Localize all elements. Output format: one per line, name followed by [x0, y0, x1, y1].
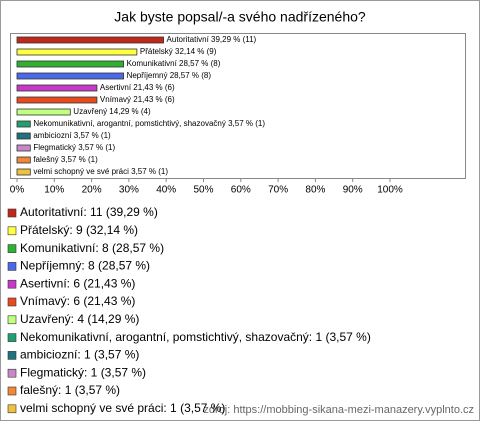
legend-swatch	[7, 386, 17, 396]
x-tick-label: 80%	[305, 185, 325, 196]
legend-swatch	[7, 279, 17, 289]
x-tick-label: 30%	[119, 185, 139, 196]
x-tick-label: 20%	[82, 185, 102, 196]
legend-label: Přátelský: 9 (32,14 %)	[20, 223, 138, 237]
legend-swatch	[7, 297, 17, 307]
bar	[16, 72, 124, 80]
bar	[16, 96, 98, 104]
bar	[16, 156, 31, 164]
value-label: Nepříjemný 28,57 % (8)	[127, 71, 212, 80]
bar	[16, 60, 124, 68]
value-label: Vnímavý 21,43 % (6)	[100, 95, 175, 104]
bar	[16, 108, 71, 116]
legend-label: Flegmatický: 1 (3,57 %)	[20, 365, 146, 379]
legend-label: Nekomunikativní, arogantní, pomstichtivý…	[20, 330, 371, 344]
bar	[16, 48, 138, 56]
legend-swatch	[7, 208, 17, 218]
source: zdroj: https://mobbing-sikana-mezi-manaz…	[203, 404, 474, 416]
legend-label: Autoritativní: 11 (39,29 %)	[20, 205, 158, 219]
value-label: velmi schopný ve své práci 3,57 % (1)	[33, 167, 168, 176]
legend-label: Asertivní: 6 (21,43 %)	[20, 276, 135, 290]
legend-label: ambiciozní: 1 (3,57 %)	[20, 348, 139, 362]
legend-swatch	[7, 315, 17, 325]
value-label: Přátelský 32,14 % (9)	[140, 47, 217, 56]
bar	[16, 84, 98, 92]
legend-swatch	[7, 244, 17, 253]
x-tick-label: 0%	[10, 185, 25, 196]
legend-swatch	[7, 404, 17, 414]
legend-swatch	[7, 226, 17, 236]
legend-label: Vnímavý: 6 (21,43 %)	[20, 294, 135, 308]
value-label: Komunikativní 28,57 % (8)	[127, 59, 221, 68]
bar	[16, 36, 164, 44]
x-tick-label: 10%	[44, 185, 64, 196]
legend-label: Uzavřený: 4 (14,29 %)	[20, 312, 139, 326]
legend-label: velmi schopný ve své práci: 1 (3,57 %)	[20, 401, 225, 415]
bar	[16, 168, 31, 176]
value-label: Flegmatický 3,57 % (1)	[33, 143, 115, 152]
chart-title: Jak byste popsal/-a svého nadřízeného?	[114, 9, 366, 25]
x-tick-label: 40%	[156, 185, 176, 196]
bar	[16, 120, 31, 128]
value-label: Nekomunikativní, arogantní, pomstichtivý…	[33, 119, 265, 128]
value-label: Asertivní 21,43 % (6)	[100, 83, 175, 92]
x-tick-label: 70%	[268, 185, 288, 196]
value-label: Uzavřený 14,29 % (4)	[73, 107, 151, 116]
legend-swatch	[7, 351, 17, 360]
legend-swatch	[7, 262, 17, 271]
legend-swatch	[7, 333, 17, 342]
x-tick-label: 100%	[377, 185, 403, 196]
bar	[16, 132, 31, 140]
x-tick-label: 90%	[343, 185, 363, 196]
legend-label: Komunikativní: 8 (28,57 %)	[20, 241, 164, 255]
bar	[16, 144, 31, 152]
legend-label: falešný: 1 (3,57 %)	[20, 383, 120, 397]
plot-area	[10, 33, 466, 179]
value-label: falešný 3,57 % (1)	[33, 155, 98, 164]
value-label: ambiciozní 3,57 % (1)	[33, 131, 111, 140]
legend-label: Nepříjemný: 8 (28,57 %)	[20, 259, 150, 273]
x-tick-label: 60%	[231, 185, 251, 196]
value-label: Autoritativní 39,29 % (11)	[167, 35, 257, 44]
legend-swatch	[7, 368, 17, 378]
x-tick-label: 50%	[193, 185, 213, 196]
